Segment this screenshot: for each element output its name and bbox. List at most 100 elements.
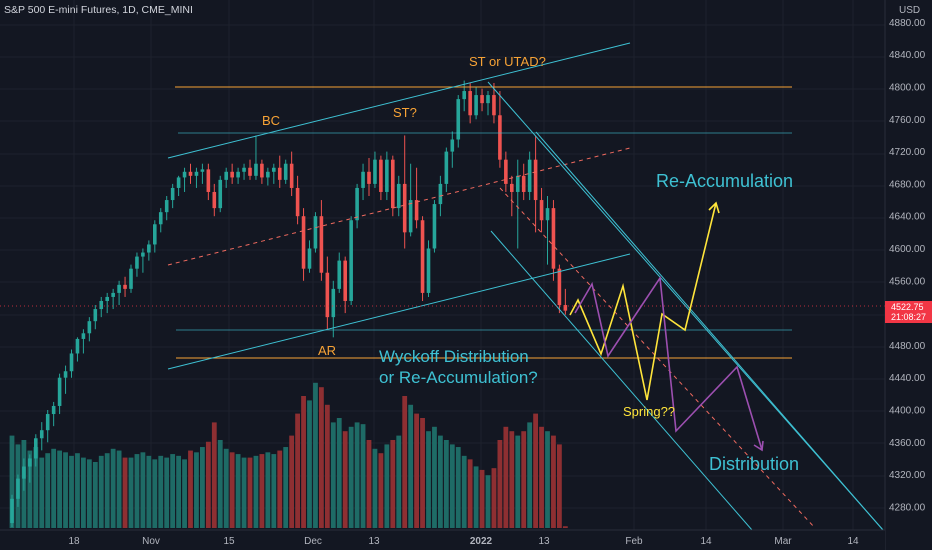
candle-body bbox=[147, 244, 151, 253]
down-channel-bottom bbox=[490, 230, 753, 531]
ytick-label: 4600.00 bbox=[889, 244, 926, 255]
volume-bar bbox=[438, 435, 443, 528]
volume-bar bbox=[205, 441, 211, 528]
volume-bar bbox=[319, 387, 324, 528]
volume-bar bbox=[92, 462, 98, 528]
volume-bar bbox=[122, 457, 128, 528]
candle-body bbox=[420, 220, 425, 293]
volume-bar bbox=[295, 413, 300, 528]
candle-body bbox=[313, 216, 318, 249]
candle-body bbox=[533, 159, 538, 201]
ytick-label: 4480.00 bbox=[889, 341, 926, 352]
volume-bar bbox=[57, 450, 62, 528]
volume-bar bbox=[289, 435, 295, 528]
ytick-label: 4800.00 bbox=[889, 83, 926, 94]
volume-bar bbox=[414, 413, 419, 528]
candle-body bbox=[75, 338, 80, 354]
price-tag-box bbox=[885, 301, 932, 323]
volume-bar bbox=[51, 448, 57, 528]
volume-bar bbox=[396, 435, 402, 528]
up-channel-bottom bbox=[167, 253, 631, 370]
volume-bar bbox=[390, 440, 396, 528]
candle-body bbox=[474, 95, 478, 116]
volume-bar bbox=[158, 455, 164, 528]
candle-body bbox=[69, 353, 74, 372]
label-bc: BC bbox=[262, 113, 280, 128]
volume-bar bbox=[372, 448, 378, 528]
candle-body bbox=[361, 171, 365, 188]
candle-body bbox=[158, 212, 163, 225]
volume-bar bbox=[354, 422, 360, 528]
candle-body bbox=[373, 159, 377, 184]
volume-bar bbox=[307, 400, 312, 528]
time-axis[interactable]: 18 Nov 15 Dec 13 2022 13 Feb 14 Mar 14 bbox=[0, 529, 885, 550]
label-ar: AR bbox=[318, 343, 336, 358]
candle-body bbox=[164, 200, 169, 213]
candle-body bbox=[426, 248, 431, 293]
volume-bar bbox=[557, 444, 562, 528]
volume-bar bbox=[360, 424, 366, 528]
candle-body bbox=[51, 405, 56, 415]
volume-bar bbox=[473, 466, 479, 528]
volume-bar bbox=[81, 457, 86, 528]
down-channel-top bbox=[487, 81, 884, 531]
candle-body bbox=[123, 284, 127, 289]
candle-body bbox=[450, 139, 455, 152]
volume-bar bbox=[217, 440, 223, 528]
candle-body bbox=[462, 91, 466, 100]
candle-body bbox=[212, 191, 217, 209]
ytick-label: 4720.00 bbox=[889, 147, 926, 158]
volume-bar bbox=[521, 431, 527, 528]
volume-bar bbox=[98, 455, 104, 528]
ytick-label: 4840.00 bbox=[889, 50, 926, 61]
volume-bar bbox=[194, 452, 199, 528]
candle-body bbox=[551, 208, 556, 269]
re-accumulation-path bbox=[569, 202, 717, 401]
candle-body bbox=[254, 163, 258, 176]
candle-body bbox=[283, 163, 288, 180]
candle-body bbox=[81, 333, 86, 339]
candle-body bbox=[307, 248, 312, 269]
volume-bar bbox=[539, 426, 544, 528]
volume-bar bbox=[336, 418, 342, 528]
candle-body bbox=[492, 95, 496, 116]
distribution-arrowhead bbox=[753, 440, 764, 452]
candle-body bbox=[391, 159, 395, 209]
volume-bar bbox=[408, 404, 414, 528]
annotations: BC ST? ST or UTAD? AR Wyckoff Distributi… bbox=[262, 54, 799, 474]
candle-body bbox=[39, 430, 44, 439]
candle-body bbox=[176, 177, 181, 188]
volume-bar bbox=[527, 422, 533, 528]
volume-bar bbox=[330, 422, 336, 528]
candle-body bbox=[153, 224, 157, 245]
candle-body bbox=[539, 200, 544, 221]
candle-body bbox=[396, 183, 401, 209]
ytick-label: 4280.00 bbox=[889, 502, 926, 513]
candle-body bbox=[182, 171, 187, 178]
volume-bar bbox=[283, 447, 289, 528]
candle-body bbox=[277, 167, 282, 180]
candle-body bbox=[319, 216, 324, 273]
candle-body bbox=[242, 167, 246, 172]
volume-bar bbox=[128, 457, 134, 528]
ytick-label: 4400.00 bbox=[889, 406, 926, 417]
candle-body bbox=[230, 171, 234, 178]
candle-body bbox=[45, 414, 50, 431]
candle-body bbox=[248, 167, 252, 176]
re-accumulation-arrowhead bbox=[708, 201, 720, 214]
candle-body bbox=[117, 284, 121, 293]
volume-bar bbox=[182, 459, 187, 528]
volume-bar bbox=[515, 435, 521, 528]
ytick-label: 4440.00 bbox=[889, 373, 926, 384]
candle-body bbox=[87, 321, 92, 334]
candle-body bbox=[408, 200, 413, 233]
price-axis[interactable]: USD 4880.00 4840.00 4800.00 4760.00 4720.00 4… bbox=[884, 0, 932, 550]
candle-body bbox=[111, 292, 115, 297]
candle-body bbox=[224, 171, 228, 180]
candle-body bbox=[141, 252, 145, 257]
down-channel-mid bbox=[499, 187, 816, 529]
volume-bar bbox=[467, 459, 473, 528]
candle-body bbox=[129, 268, 133, 289]
volume-bar bbox=[104, 453, 110, 528]
